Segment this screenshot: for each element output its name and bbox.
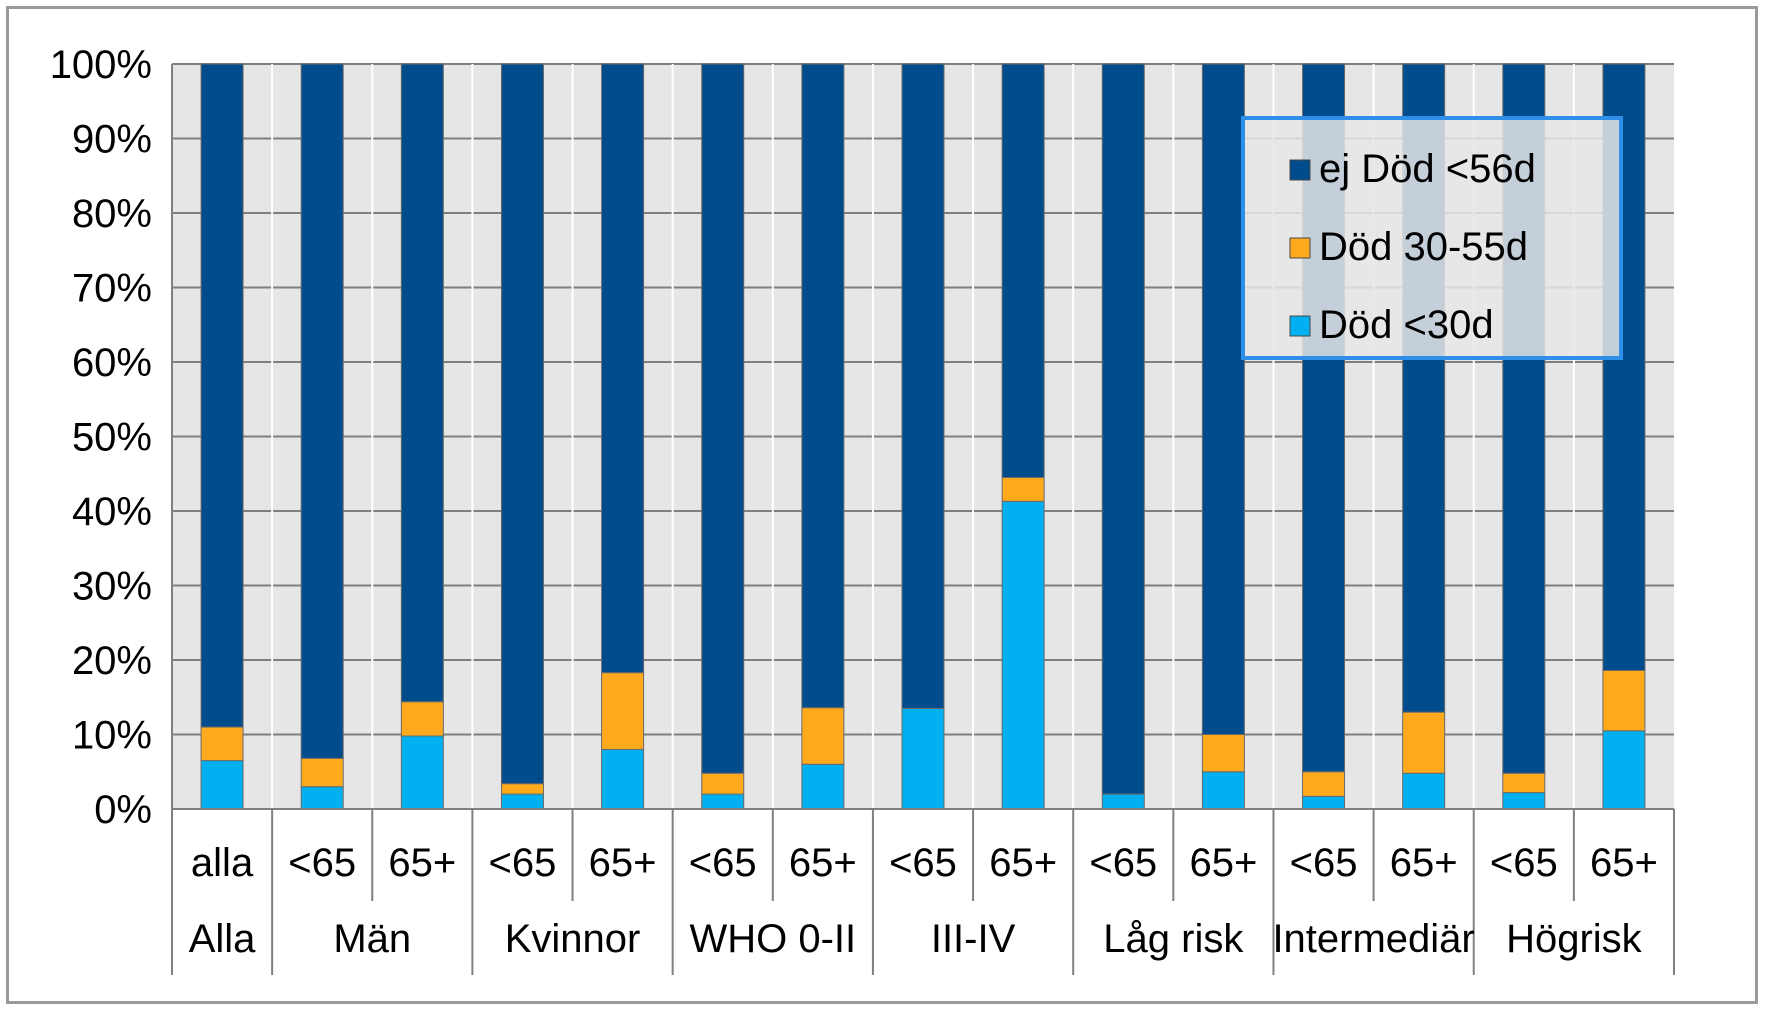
bar-segment-d-d-30d [601, 748, 645, 810]
bar-segment-d-d-30d [200, 760, 244, 810]
category-label: 65+ [1189, 841, 1257, 885]
bar-segment-ej-d-d-56d [801, 63, 845, 709]
y-tick-label: 80% [72, 192, 152, 236]
bar-segment-d-d-30-55d [601, 672, 645, 750]
bar-segment-d-d-30d [500, 793, 544, 810]
legend-label: Död <30d [1319, 303, 1494, 347]
group-label: Högrisk [1506, 917, 1643, 961]
bar-segment-d-d-30-55d [801, 707, 845, 765]
category-labels: alla <65 65+ <65 65+ <65 65+ <65 65+ <65 65+ <65 65+… [189, 841, 1658, 961]
legend-label: Död 30-55d [1319, 225, 1528, 269]
y-tick-label: 70% [72, 267, 152, 311]
bar-segment-d-d-30d [701, 793, 745, 810]
category-label: 65+ [1390, 841, 1458, 885]
y-tick-label: 60% [72, 341, 152, 385]
group-label: Låg risk [1103, 917, 1244, 961]
bar-segment-ej-d-d-56d [1201, 63, 1245, 735]
bar-segment-ej-d-d-56d [400, 63, 444, 703]
bar-segment-d-d-30-55d [1001, 476, 1045, 502]
y-tick-label: 90% [72, 118, 152, 162]
group-label: Intermediär [1272, 917, 1474, 961]
bar-segment-d-d-30-55d [400, 701, 444, 737]
y-tick-label: 20% [72, 639, 152, 683]
bar-segment-d-d-30d [300, 786, 344, 810]
bar-segment-ej-d-d-56d [300, 63, 344, 759]
y-tick-label: 50% [72, 416, 152, 460]
group-label: III-IV [931, 917, 1016, 961]
category-label: 65+ [989, 841, 1057, 885]
bar-segment-d-d-30-55d [1201, 734, 1245, 773]
category-label: 65+ [589, 841, 657, 885]
bar-segment-d-d-30d [1101, 793, 1145, 810]
bar-segment-d-d-30-55d [300, 757, 344, 788]
bar-segment-ej-d-d-56d [701, 63, 745, 774]
legend-swatch [1289, 315, 1311, 337]
bar-segment-d-d-30d [1402, 772, 1446, 810]
axes [171, 64, 1675, 975]
category-label: 65+ [388, 841, 456, 885]
category-label: 65+ [789, 841, 857, 885]
bar-segment-d-d-30d [1302, 795, 1346, 810]
category-label: <65 [889, 841, 957, 885]
category-label: <65 [288, 841, 356, 885]
y-tick-labels: 0% 10% 20% 30% 40% 50% 60% 70% 80% 90% 100% [50, 43, 152, 832]
group-label: WHO 0-II [689, 917, 856, 961]
bar-segment-d-d-30d [1502, 792, 1546, 810]
bar-segment-d-d-30d [801, 763, 845, 810]
bar-segment-ej-d-d-56d [1101, 63, 1145, 795]
legend: ej Död <56d Död 30-55d Död <30d [1241, 116, 1623, 360]
bar-segment-ej-d-d-56d [601, 63, 645, 674]
y-tick-label: 40% [72, 490, 152, 534]
bar-segment-d-d-30-55d [701, 772, 745, 795]
bar-segment-d-d-30-55d [1602, 669, 1646, 732]
bar-segment-d-d-30-55d [200, 726, 244, 762]
legend-swatch [1289, 159, 1311, 181]
bar-segment-d-d-30-55d [1402, 711, 1446, 774]
bar-segment-ej-d-d-56d [901, 63, 945, 709]
legend-swatch [1289, 237, 1311, 259]
bar-segment-ej-d-d-56d [500, 63, 544, 785]
bar-segment-d-d-30d [901, 707, 945, 810]
y-tick-label: 30% [72, 565, 152, 609]
bar-segment-ej-d-d-56d [200, 63, 244, 728]
category-label: <65 [1290, 841, 1358, 885]
group-label: Alla [189, 917, 256, 961]
category-label: <65 [1089, 841, 1157, 885]
y-tick-label: 100% [50, 43, 152, 87]
bar-segment-d-d-30-55d [1302, 771, 1346, 797]
category-label: <65 [489, 841, 557, 885]
bar-segment-d-d-30d [1602, 730, 1646, 810]
category-label: <65 [689, 841, 757, 885]
category-label: alla [191, 841, 254, 885]
bar-segment-d-d-30d [1001, 500, 1045, 810]
bar-segment-d-d-30-55d [500, 783, 544, 795]
category-label: <65 [1490, 841, 1558, 885]
group-label: Kvinnor [505, 917, 641, 961]
bar-segment-d-d-30-55d [1502, 772, 1546, 794]
legend-label: ej Död <56d [1319, 147, 1536, 191]
y-tick-label: 0% [94, 788, 152, 832]
bar-segment-ej-d-d-56d [1001, 63, 1045, 478]
bar-segment-d-d-30d [1201, 771, 1245, 810]
y-tick-label: 10% [72, 714, 152, 758]
group-label: Män [333, 917, 411, 961]
category-label: 65+ [1590, 841, 1658, 885]
bar-segment-d-d-30d [400, 735, 444, 810]
